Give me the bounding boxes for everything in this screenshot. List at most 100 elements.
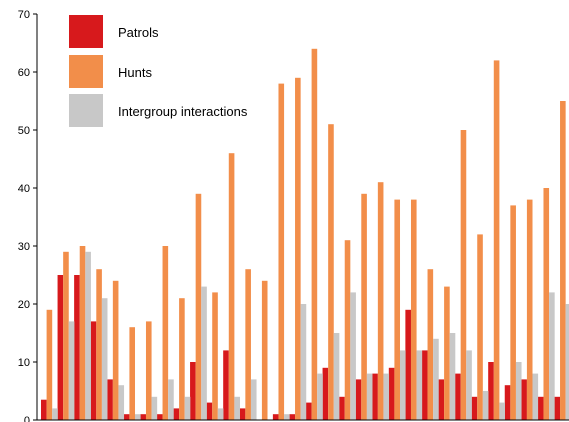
bar-intergroup-interactions-27 — [482, 391, 489, 420]
bar-hunts-3 — [79, 246, 86, 420]
bar-patrols-8 — [156, 414, 163, 420]
bar-patrols-23 — [405, 309, 411, 420]
bar-patrols-28 — [488, 362, 494, 420]
bar-intergroup-interactions-5 — [118, 385, 125, 420]
bar-hunts-5 — [112, 280, 119, 420]
bar-hunts-19 — [344, 240, 351, 420]
bar-patrols-5 — [107, 379, 113, 420]
bar-hunts-7 — [145, 321, 152, 420]
bar-hunts-30 — [526, 199, 533, 420]
bar-patrols-12 — [223, 350, 229, 420]
bar-patrols-21 — [372, 373, 378, 420]
bar-intergroup-interactions-24 — [433, 338, 439, 420]
bar-patrols-9 — [173, 408, 180, 420]
bar-hunts-15 — [278, 83, 285, 420]
axes-group: 0 10 20 30 40 50 60 70 — [18, 9, 569, 422]
bar-patrols-30 — [521, 379, 527, 420]
y-tick-label-60: 60 — [18, 67, 30, 79]
bar-intergroup-interactions-29 — [515, 362, 522, 420]
bar-intergroup-interactions-21 — [383, 373, 390, 420]
bar-patrols-4 — [90, 321, 97, 420]
bar-intergroup-interactions-32 — [565, 304, 569, 420]
bar-intergroup-interactions-30 — [532, 373, 539, 420]
bar-intergroup-interactions-15 — [284, 414, 290, 420]
legend-swatch-hunts — [69, 55, 103, 88]
bar-hunts-29 — [510, 205, 516, 420]
bar-intergroup-interactions-7 — [151, 396, 158, 420]
bar-patrols-11 — [206, 402, 213, 420]
bar-patrols-10 — [190, 362, 196, 420]
bar-hunts-17 — [311, 48, 318, 421]
bar-patrols-26 — [455, 373, 461, 420]
bar-patrols-31 — [537, 396, 544, 420]
bar-patrols-32 — [554, 396, 561, 420]
bar-patrols-2 — [57, 275, 64, 420]
bar-hunts-32 — [560, 101, 566, 420]
legend-swatch-intergroup-interactions — [69, 94, 103, 127]
bar-patrols-19 — [339, 396, 345, 420]
bar-intergroup-interactions-3 — [85, 251, 91, 420]
bar-patrols-22 — [388, 367, 395, 420]
bar-hunts-2 — [63, 251, 69, 420]
y-tick-label-20: 20 — [18, 299, 30, 311]
bar-intergroup-interactions-26 — [466, 350, 472, 420]
bar-intergroup-interactions-19 — [350, 292, 356, 420]
y-tick-label-40: 40 — [18, 183, 30, 195]
bar-hunts-18 — [328, 124, 334, 420]
bar-intergroup-interactions-13 — [250, 379, 257, 420]
bars-group — [41, 48, 569, 421]
bar-hunts-8 — [162, 246, 169, 420]
bar-hunts-26 — [460, 130, 467, 420]
bar-hunts-10 — [195, 193, 202, 420]
bar-intergroup-interactions-9 — [184, 396, 191, 420]
bar-hunts-4 — [96, 269, 102, 420]
bar-patrols-24 — [421, 350, 428, 420]
bar-intergroup-interactions-17 — [317, 373, 323, 420]
bar-patrols-6 — [123, 414, 130, 420]
bar-patrols-7 — [140, 414, 146, 420]
bar-intergroup-interactions-25 — [449, 333, 456, 420]
bar-hunts-13 — [245, 269, 251, 420]
legend: Patrols Hunts Intergroup interactions — [69, 15, 248, 127]
bar-intergroup-interactions-4 — [101, 298, 108, 420]
bar-intergroup-interactions-6 — [135, 414, 141, 420]
bar-intergroup-interactions-1 — [52, 408, 58, 420]
bar-hunts-1 — [46, 309, 53, 420]
bar-intergroup-interactions-16 — [300, 304, 307, 420]
bar-hunts-22 — [394, 199, 401, 420]
y-tick-label-50: 50 — [18, 125, 30, 137]
y-tick-label-0: 0 — [24, 415, 30, 422]
bar-hunts-12 — [228, 153, 235, 420]
bar-patrols-29 — [504, 385, 511, 420]
bar-intergroup-interactions-10 — [201, 286, 207, 420]
bar-intergroup-interactions-20 — [366, 373, 373, 420]
bar-hunts-23 — [410, 199, 417, 420]
y-tick-label-10: 10 — [18, 357, 30, 369]
bar-patrols-25 — [438, 379, 445, 420]
bar-hunts-21 — [377, 182, 384, 420]
bar-intergroup-interactions-28 — [499, 402, 505, 420]
bar-hunts-11 — [212, 292, 218, 420]
legend-swatch-patrols — [69, 15, 103, 48]
bar-intergroup-interactions-2 — [68, 321, 75, 420]
bar-intergroup-interactions-8 — [168, 379, 174, 420]
bar-hunts-14 — [261, 280, 268, 420]
bar-intergroup-interactions-31 — [549, 292, 555, 420]
y-tick-label-30: 30 — [18, 241, 30, 253]
bar-hunts-9 — [179, 298, 185, 420]
bar-patrols-16 — [289, 414, 296, 420]
bar-hunts-16 — [295, 77, 301, 421]
bar-intergroup-interactions-12 — [234, 396, 240, 420]
bar-intergroup-interactions-22 — [400, 350, 406, 420]
bar-hunts-6 — [129, 327, 136, 420]
bar-hunts-27 — [477, 234, 483, 420]
legend-label-hunts: Hunts — [118, 65, 152, 80]
bar-patrols-13 — [239, 408, 246, 420]
bar-patrols-15 — [272, 414, 279, 420]
bar-patrols-27 — [471, 396, 478, 420]
bar-intergroup-interactions-23 — [416, 350, 423, 420]
bar-hunts-25 — [444, 286, 450, 420]
bar-patrols-1 — [41, 399, 47, 420]
bar-patrols-17 — [306, 402, 312, 420]
